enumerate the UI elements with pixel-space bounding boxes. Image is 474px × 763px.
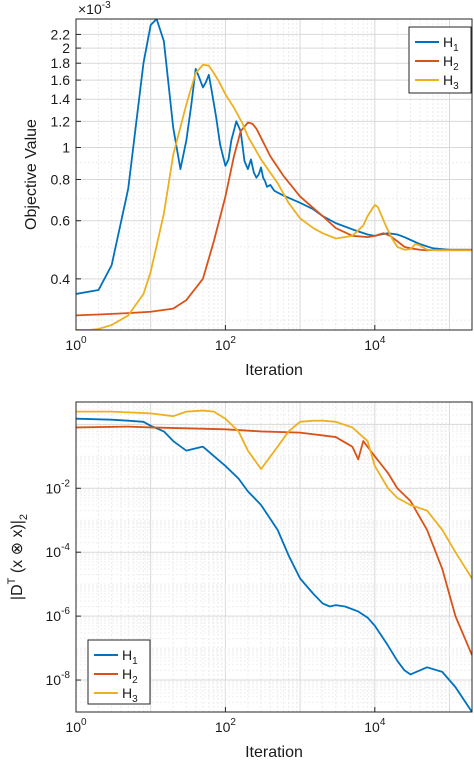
series-line-h3 [76,63,472,330]
legend-name: H [122,647,132,663]
x-tick-exponent: 0 [81,717,87,728]
legend-entry-h1: H1 [122,647,138,667]
x-tick-exponent: 2 [230,717,236,728]
y-tick-base: 10 [46,608,62,624]
axes-frame [75,401,473,713]
series-line-h1 [76,417,472,712]
y-tick-base: 10 [46,672,62,688]
x-tick-exponent: 4 [380,335,386,346]
legend-entry-h2: H2 [122,666,138,686]
y-tick-base: 10 [46,544,62,560]
legend-name: H [122,685,132,701]
y-tick-label: 0.4 [51,271,71,287]
x-tick-base: 10 [215,719,231,735]
y-tick-label: 1.8 [51,55,71,71]
x-tick-base: 10 [364,719,380,735]
legend-entry-h2: H2 [443,53,459,73]
y-tick-exponent: -8 [61,670,70,681]
legend-subscript: 2 [132,675,138,686]
legend-name: H [443,34,453,50]
axes-frame [75,18,473,331]
legend-entry-h1: H1 [443,34,459,54]
y-axis-label: Objective Value [23,119,40,230]
x-tick-exponent: 0 [81,335,87,346]
x-axis-label: Iteration [245,362,303,379]
series-line-h3 [76,409,472,579]
grid [75,19,473,330]
legend-entry-h3: H3 [122,685,138,705]
series-lines [76,409,472,712]
x-tick-exponent: 2 [230,335,236,346]
x-tick-base: 10 [364,337,380,353]
y-axis-label: |DT (x ⊗ x)|2 [6,514,30,600]
legend-subscript: 3 [132,694,138,705]
y-tick-exponent: -6 [61,606,70,617]
multiplier-base: ×10 [78,1,102,17]
y-tick-label: 2.2 [51,26,71,42]
y-tick-label: 0.8 [51,171,71,187]
y-tick-label: 0.6 [51,213,71,229]
legend-subscript: 2 [453,62,459,73]
legend-entry-h3: H3 [443,72,459,92]
y-tick-label: 1.2 [51,113,71,129]
y-tick-exponent: -2 [61,478,70,489]
y-tick-label: 10-4 [46,542,71,560]
chart-panel-1: 100 102 1040.40.60.811.21.41.61.822.2Itera… [23,0,473,379]
series-line-h2 [76,425,472,656]
legend-name: H [443,53,453,69]
y-tick-label: 1 [62,139,70,155]
y-multiplier-label: ×10-3 [78,0,111,17]
x-tick-base: 10 [215,337,231,353]
x-tick-label: 104 [364,717,386,735]
legend-subscript: 1 [132,656,138,667]
multiplier-exponent: -3 [102,0,111,11]
x-tick-label: 102 [215,717,237,735]
y-label-pre: |D [9,584,26,600]
y-tick-label: 10-8 [46,670,71,688]
x-tick-label: 100 [65,717,87,735]
y-tick-label: 1.4 [51,91,71,107]
x-tick-exponent: 4 [380,717,386,728]
series-lines [76,19,472,330]
x-tick-label: 100 [65,335,87,353]
y-tick-exponent: -4 [61,542,70,553]
x-tick-base: 10 [65,337,81,353]
legend-name: H [122,666,132,682]
legend-subscript: 1 [453,43,459,54]
y-tick-label: 10-6 [46,606,71,624]
legend-subscript: 3 [453,81,459,92]
y-tick-label: 1.6 [51,72,71,88]
y-tick-label: 2 [62,40,70,56]
series-line-h2 [76,121,472,317]
y-tick-base: 10 [46,480,62,496]
legend-name: H [443,72,453,88]
legend-box [87,639,151,705]
x-tick-base: 10 [65,719,81,735]
x-tick-label: 104 [364,335,386,353]
y-label-sup: T [6,577,18,584]
y-label-sub: 2 [18,514,30,520]
y-tick-label: 10-2 [46,478,71,496]
x-axis-label: Iteration [245,744,303,761]
y-label-mid: (x ⊗ x)| [9,520,26,578]
x-tick-label: 102 [215,335,237,353]
